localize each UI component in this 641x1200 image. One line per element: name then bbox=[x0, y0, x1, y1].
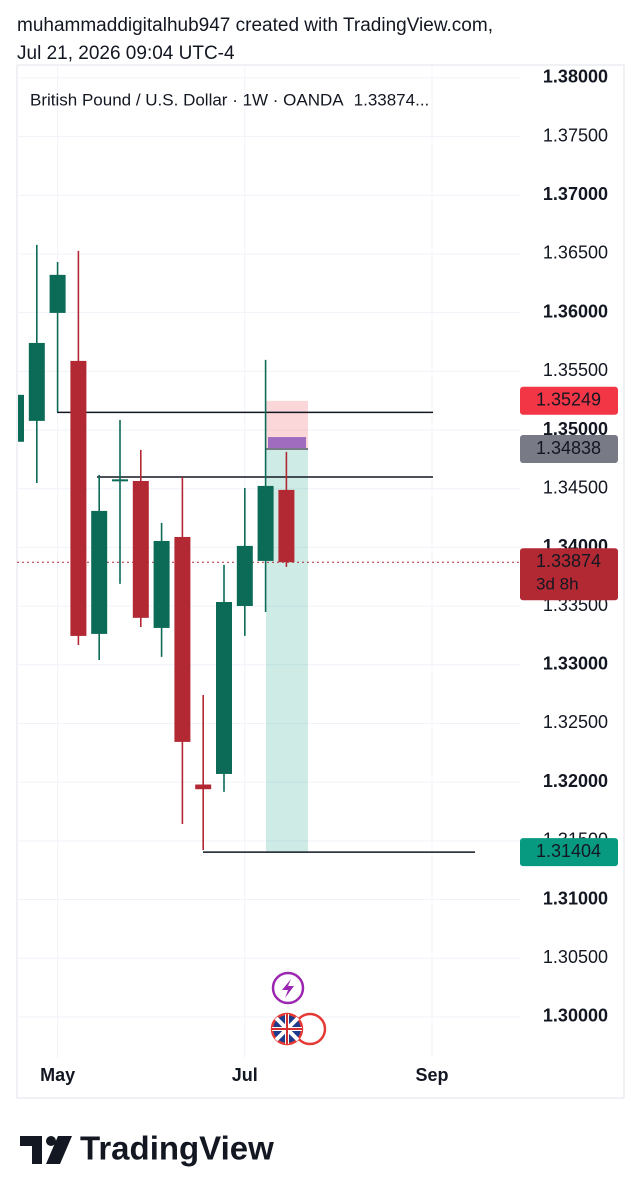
entry-marker bbox=[268, 437, 306, 450]
y-tick-label: 1.36000 bbox=[543, 301, 608, 321]
y-tick-label: 1.37500 bbox=[543, 125, 608, 145]
y-tick-label: 1.35000 bbox=[543, 419, 608, 439]
header-line: Jul 21, 2026 09:04 UTC-4 bbox=[17, 43, 235, 64]
lightning-icon bbox=[282, 979, 294, 998]
candle-body bbox=[112, 479, 128, 482]
x-tick-label: May bbox=[40, 1065, 75, 1085]
price-label-box bbox=[520, 435, 618, 464]
candle-body bbox=[91, 510, 108, 634]
candle-body bbox=[70, 360, 87, 636]
price-label: 1.33874 bbox=[536, 551, 601, 571]
price-label-box bbox=[520, 548, 618, 601]
plot: 1.300001.305001.310001.315001.320001.325… bbox=[17, 65, 618, 1085]
y-tick-label: 1.34500 bbox=[543, 477, 608, 497]
candle-body bbox=[153, 540, 170, 628]
y-tick-label: 1.31000 bbox=[543, 888, 608, 908]
logo-mark bbox=[20, 1136, 42, 1164]
y-tick-label: 1.30500 bbox=[543, 947, 608, 967]
flag-cross bbox=[272, 1014, 302, 1044]
candles bbox=[18, 244, 295, 851]
price-label-box bbox=[520, 386, 618, 415]
y-tick-label: 1.36500 bbox=[543, 243, 608, 263]
brand: TradingView bbox=[80, 1130, 274, 1167]
legend-last: 1.33874... bbox=[354, 90, 430, 109]
price-label: 1.35249 bbox=[536, 390, 601, 410]
candle-body bbox=[28, 342, 45, 421]
y-tick-label: 1.30000 bbox=[543, 1006, 608, 1026]
candle-body bbox=[18, 394, 24, 442]
legend-title: British Pound / U.S. Dollar · 1W · OANDA bbox=[30, 90, 344, 109]
y-tick-label: 1.35500 bbox=[543, 360, 608, 380]
candle-body bbox=[236, 545, 253, 606]
candle-body bbox=[174, 536, 191, 742]
x-tick-label: Jul bbox=[232, 1065, 258, 1085]
candle-body bbox=[195, 784, 212, 790]
price-label: 1.31404 bbox=[536, 841, 601, 861]
candle-body bbox=[132, 480, 149, 618]
y-tick-label: 1.32000 bbox=[543, 771, 608, 791]
x-tick-label: Sep bbox=[415, 1065, 448, 1085]
candle-body bbox=[49, 274, 66, 313]
y-tick-label: 1.38000 bbox=[543, 67, 608, 87]
price-label: 1.34838 bbox=[536, 438, 601, 458]
countdown: 3d 8h bbox=[536, 575, 579, 594]
header-line: muhammaddigitalhub947 created with Tradi… bbox=[17, 15, 493, 36]
y-tick-label: 1.32500 bbox=[543, 712, 608, 732]
price-label-box bbox=[520, 838, 618, 867]
logo-mark bbox=[46, 1136, 56, 1146]
candle-body bbox=[278, 489, 295, 563]
logo-mark bbox=[46, 1136, 72, 1164]
candle-body bbox=[257, 485, 274, 561]
y-tick-label: 1.37000 bbox=[543, 184, 608, 204]
y-tick-label: 1.33000 bbox=[543, 654, 608, 674]
candle-body bbox=[216, 601, 232, 774]
